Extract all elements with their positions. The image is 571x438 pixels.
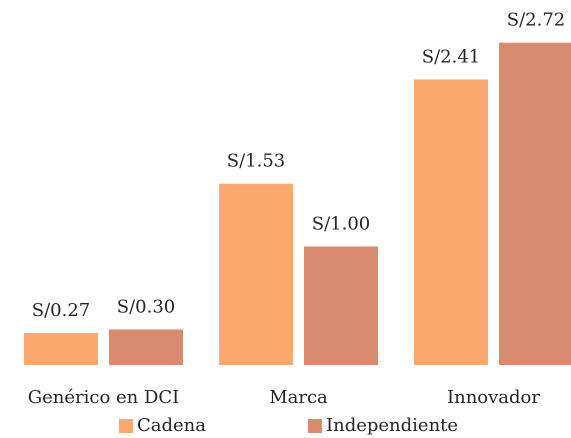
bar: [219, 183, 293, 365]
bar: [109, 329, 183, 365]
bar: [414, 79, 488, 365]
value-label: S/2.72: [507, 10, 565, 31]
value-label: S/0.27: [32, 300, 90, 321]
value-label: S/1.00: [312, 214, 370, 235]
x-tick-label: Innovador: [447, 387, 540, 408]
bar: [304, 246, 378, 365]
bar: [24, 333, 98, 365]
value-label: S/0.30: [117, 296, 175, 317]
value-label: S/1.53: [227, 151, 285, 172]
x-tick-label: Genérico en DCI: [28, 387, 180, 408]
legend-swatch: [308, 419, 322, 433]
value-label: S/2.41: [422, 46, 480, 67]
legend-label: Cadena: [137, 415, 206, 436]
legend-label: Independiente: [326, 415, 458, 436]
legend-swatch: [119, 419, 133, 433]
bar: [499, 42, 571, 366]
x-tick-label: Marca: [269, 387, 328, 408]
